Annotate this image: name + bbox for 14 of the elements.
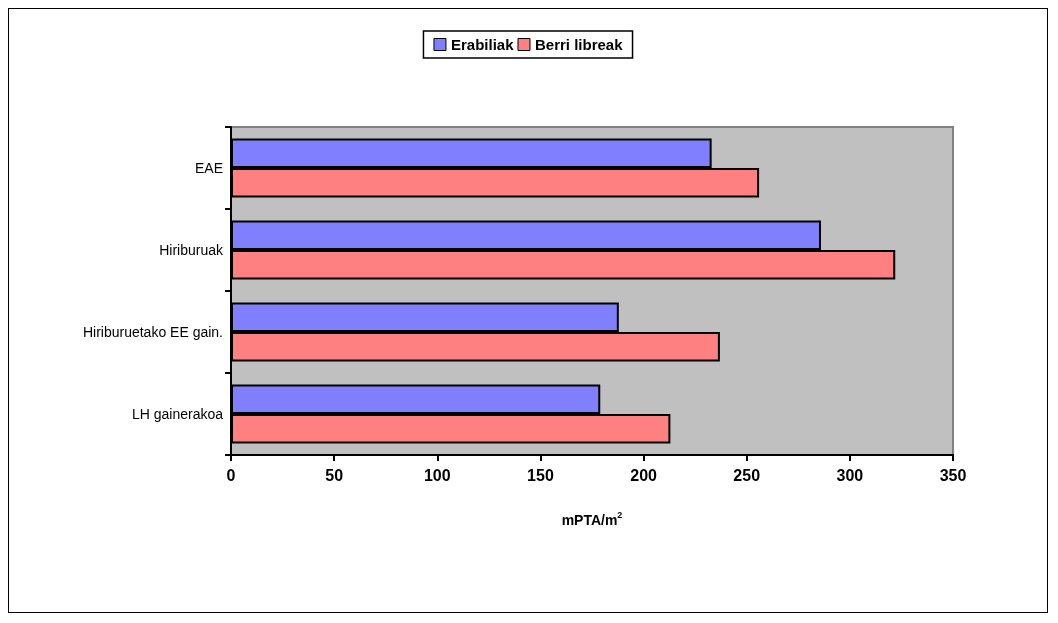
legend-label: Erabiliak [450,36,515,53]
x-tick-label: 250 [733,466,761,484]
x-tick-label: 50 [325,466,344,484]
y-tick-label: EAE [194,160,223,176]
legend-label: Berri libreak [534,36,624,53]
y-tick-label: Hiriburuetako EE gain. [82,324,223,340]
y-tick-label: Hiriburuak [159,242,224,258]
x-tick-label: 100 [423,466,451,484]
x-tick-label: 300 [836,466,864,484]
x-tick-label: 0 [226,466,236,484]
x-tick-label: 350 [939,466,967,484]
x-tick-label: 200 [630,466,658,484]
x-tick-label: 150 [527,466,554,484]
y-tick-label: LH gainerakoa [131,406,224,422]
